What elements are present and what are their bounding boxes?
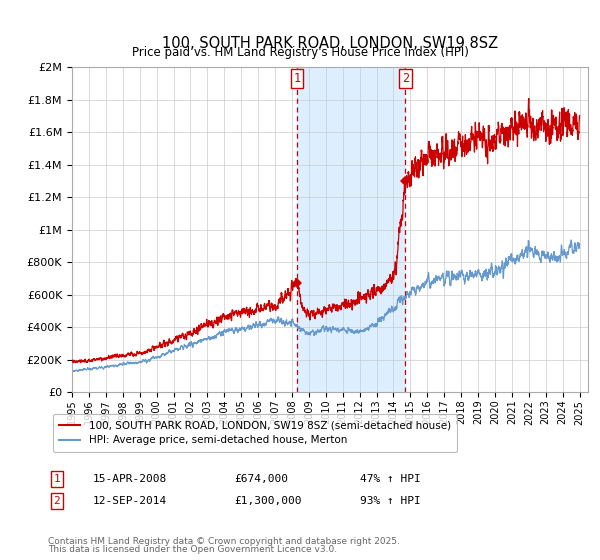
Text: Contains HM Land Registry data © Crown copyright and database right 2025.: Contains HM Land Registry data © Crown c…: [48, 537, 400, 546]
Text: Price paid vs. HM Land Registry's House Price Index (HPI): Price paid vs. HM Land Registry's House …: [131, 46, 469, 59]
Bar: [297, 67, 406, 392]
Text: 93% ↑ HPI: 93% ↑ HPI: [360, 496, 421, 506]
Legend: 100, SOUTH PARK ROAD, LONDON, SW19 8SZ (semi-detached house), HPI: Average price: 100, SOUTH PARK ROAD, LONDON, SW19 8SZ (…: [53, 414, 457, 452]
Text: 47% ↑ HPI: 47% ↑ HPI: [360, 474, 421, 484]
Text: 1: 1: [53, 474, 61, 484]
Text: This data is licensed under the Open Government Licence v3.0.: This data is licensed under the Open Gov…: [48, 545, 337, 554]
Title: 100, SOUTH PARK ROAD, LONDON, SW19 8SZ: 100, SOUTH PARK ROAD, LONDON, SW19 8SZ: [162, 36, 498, 51]
Text: 2: 2: [402, 72, 409, 85]
Text: £1,300,000: £1,300,000: [234, 496, 302, 506]
Text: 15-APR-2008: 15-APR-2008: [93, 474, 167, 484]
Text: 12-SEP-2014: 12-SEP-2014: [93, 496, 167, 506]
Text: 1: 1: [293, 72, 301, 85]
Text: £674,000: £674,000: [234, 474, 288, 484]
Text: 2: 2: [53, 496, 61, 506]
